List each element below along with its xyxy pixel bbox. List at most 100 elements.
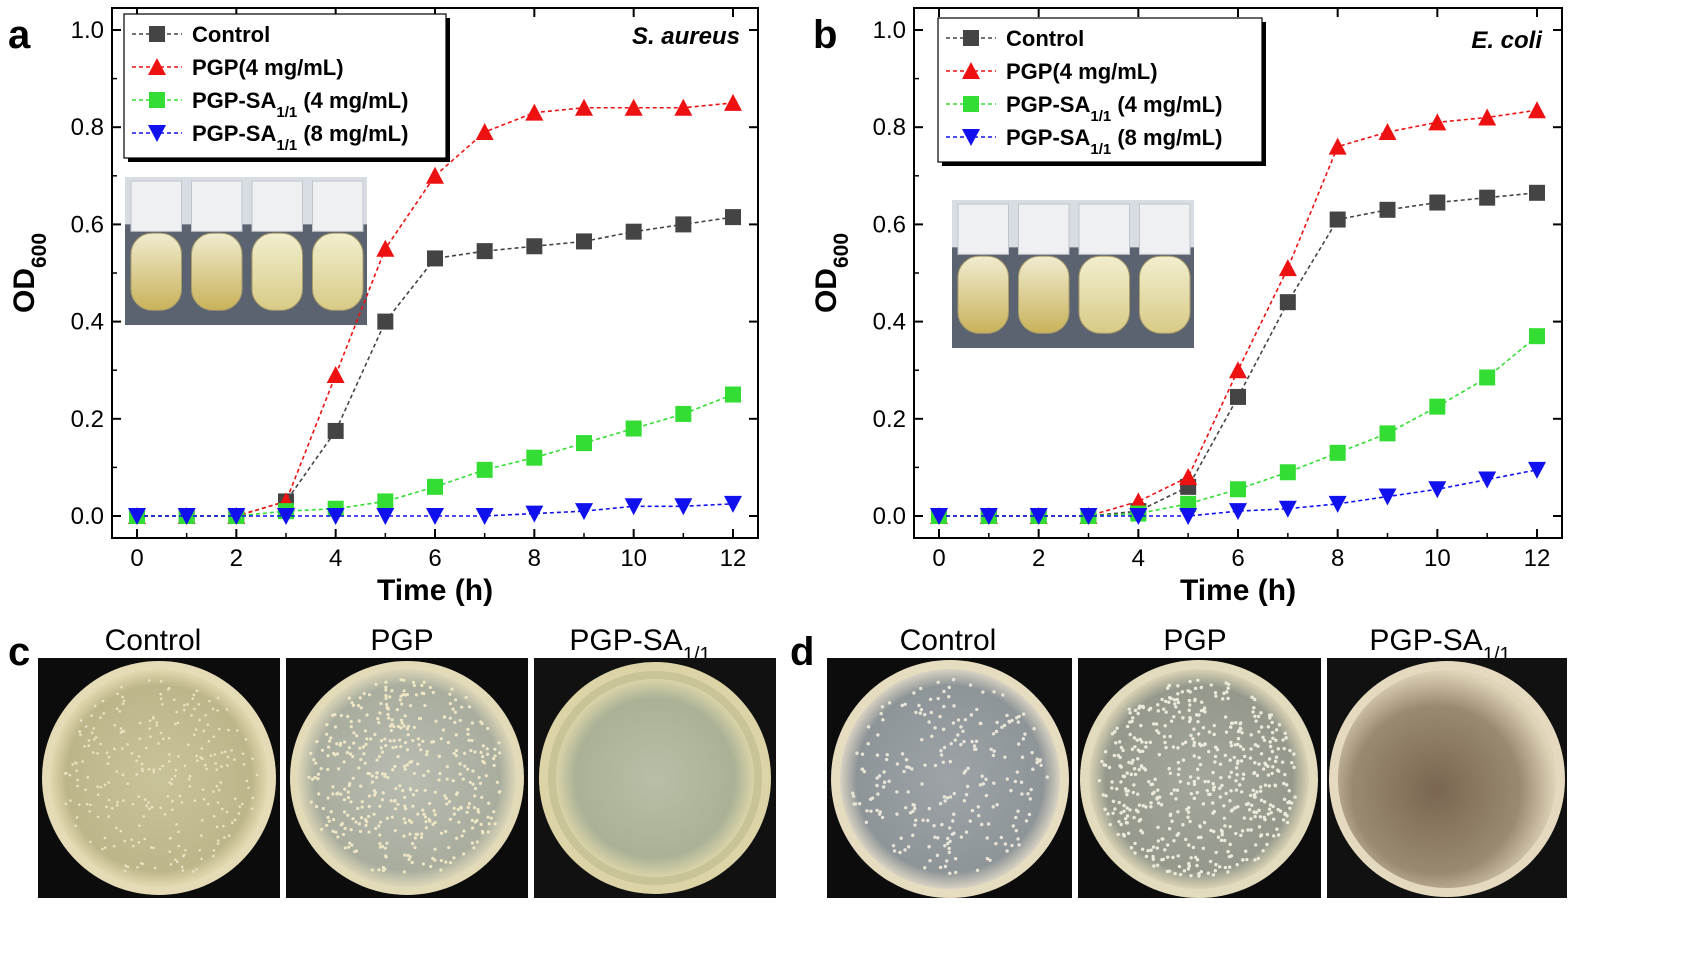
colony	[1216, 835, 1221, 839]
colony	[1226, 870, 1230, 874]
colony	[965, 784, 970, 789]
y-tick-label: 0.6	[873, 211, 906, 238]
colony	[123, 869, 127, 873]
colony	[106, 762, 110, 766]
colony	[401, 693, 405, 697]
colony	[121, 695, 124, 699]
colony	[1009, 788, 1013, 793]
colony	[911, 833, 915, 838]
colony	[452, 806, 456, 810]
colony	[1160, 857, 1164, 862]
colony	[408, 832, 412, 836]
colony	[1273, 783, 1277, 787]
colony	[1014, 829, 1019, 833]
colony	[87, 739, 91, 742]
colony	[481, 744, 485, 748]
colony	[1111, 799, 1116, 804]
colony	[354, 820, 358, 824]
colony	[1173, 871, 1177, 876]
legend-label-pgp_sa_4: PGP-SA1/1 (4 mg/mL)	[192, 88, 408, 121]
colony	[1255, 790, 1259, 794]
colony	[1155, 846, 1160, 850]
colony	[310, 777, 315, 781]
colony	[116, 692, 119, 696]
colony	[181, 869, 185, 872]
colony	[1241, 777, 1245, 781]
colony	[1235, 773, 1239, 777]
colony	[1240, 829, 1245, 833]
colony	[456, 807, 460, 812]
colony	[447, 845, 451, 850]
colony	[876, 733, 880, 737]
colony	[1270, 749, 1275, 754]
colony	[1249, 803, 1254, 807]
colony	[1235, 862, 1239, 867]
colony	[349, 828, 353, 832]
colony	[216, 801, 220, 804]
data-point-pgp_sa_4	[1230, 481, 1246, 498]
colony	[943, 864, 948, 869]
colony	[460, 705, 464, 709]
colony	[1271, 765, 1275, 769]
colony	[1172, 788, 1176, 792]
colony	[365, 737, 369, 741]
colony	[932, 824, 936, 828]
colony	[453, 720, 457, 725]
colony	[1251, 788, 1255, 792]
data-point-pgp_sa_4	[1529, 328, 1545, 345]
colony	[1218, 786, 1222, 790]
colony	[952, 831, 956, 835]
colony	[162, 737, 165, 741]
colony	[420, 691, 424, 695]
colony	[209, 754, 213, 758]
colony	[412, 683, 416, 688]
colony	[1274, 738, 1278, 742]
colony	[1171, 855, 1175, 860]
colony	[882, 780, 887, 784]
colony	[1241, 747, 1246, 751]
colony	[1125, 724, 1130, 729]
colony	[380, 750, 385, 754]
colony	[180, 865, 184, 869]
colony	[1151, 857, 1155, 861]
colony	[1005, 777, 1009, 781]
colony	[1165, 869, 1170, 874]
colony	[1193, 697, 1197, 702]
colony	[895, 790, 899, 794]
colony	[938, 714, 942, 719]
colony	[434, 719, 438, 723]
colony	[1259, 833, 1264, 837]
colony	[138, 721, 142, 725]
data-point-control	[476, 243, 493, 260]
colony	[233, 818, 237, 822]
colony	[1212, 732, 1216, 737]
colony	[416, 812, 420, 816]
colony	[1021, 737, 1026, 741]
colony	[928, 697, 933, 702]
colony	[1225, 690, 1229, 694]
colony	[959, 742, 963, 747]
colony	[352, 741, 356, 745]
colony	[1133, 745, 1137, 749]
colony	[980, 774, 984, 778]
colony	[970, 808, 975, 813]
colony	[992, 749, 996, 753]
colony	[384, 744, 388, 748]
colony	[1167, 695, 1172, 700]
colony	[1170, 819, 1174, 823]
colony	[379, 701, 383, 706]
colony	[348, 752, 353, 756]
colony	[1224, 791, 1228, 796]
colony	[235, 729, 239, 732]
colony	[439, 831, 444, 835]
colony	[219, 781, 223, 784]
colony	[917, 703, 921, 708]
colony	[438, 771, 442, 776]
colony	[923, 712, 927, 717]
colony	[422, 773, 426, 777]
colony	[427, 818, 431, 822]
colony	[403, 795, 407, 800]
legend-item-pgp: PGP(4 mg/mL)	[946, 59, 1158, 84]
colony	[947, 695, 951, 699]
colony	[1249, 733, 1253, 737]
